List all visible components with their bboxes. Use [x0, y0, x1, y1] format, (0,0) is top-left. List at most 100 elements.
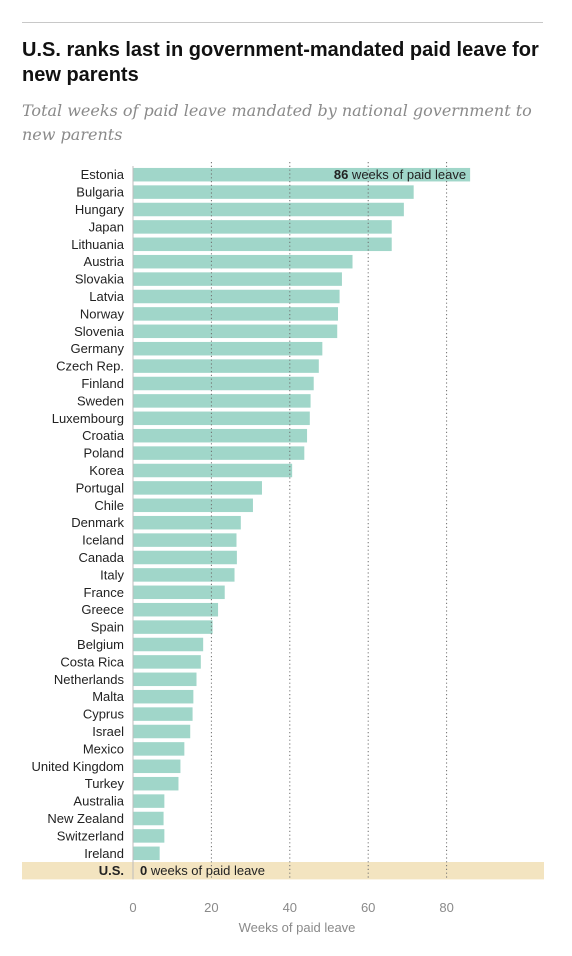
- category-label-germany: Germany: [71, 341, 125, 356]
- category-label-croatia: Croatia: [82, 428, 125, 443]
- category-label-slovakia: Slovakia: [75, 272, 125, 287]
- chart-title: U.S. ranks last in government-mandated p…: [22, 39, 539, 86]
- annotation-text-estonia: weeks of paid leave: [348, 167, 466, 182]
- category-label-bulgaria: Bulgaria: [76, 185, 124, 200]
- category-label-ireland: Ireland: [84, 846, 124, 861]
- category-label-japan: Japan: [89, 219, 124, 234]
- category-label-czech-rep: Czech Rep.: [56, 359, 124, 374]
- bar-finland: [133, 376, 314, 391]
- bar-canada: [133, 550, 237, 565]
- bar-netherlands: [133, 672, 197, 687]
- category-label-mexico: Mexico: [83, 741, 124, 756]
- category-label-canada: Canada: [78, 550, 124, 565]
- category-label-france: France: [84, 585, 124, 600]
- category-label-chile: Chile: [94, 498, 124, 513]
- bar-australia: [133, 794, 165, 808]
- x-axis-label: Weeks of paid leave: [239, 920, 356, 935]
- bar-slovenia: [133, 324, 338, 339]
- category-label-poland: Poland: [84, 446, 124, 461]
- category-label-korea: Korea: [89, 463, 124, 478]
- annotation-value-u-s: 0: [140, 863, 147, 878]
- bar-luxembourg: [133, 411, 310, 426]
- category-label-latvia: Latvia: [89, 289, 124, 304]
- highlight-band-layer: [22, 862, 544, 880]
- tick-label-40: 40: [283, 900, 297, 915]
- annotation-u-s: 0 weeks of paid leave: [140, 863, 265, 878]
- category-label-israel: Israel: [92, 724, 124, 739]
- bar-france: [133, 585, 225, 600]
- bar-turkey: [133, 776, 179, 791]
- bar-layer: [133, 167, 471, 861]
- tick-label-20: 20: [204, 900, 218, 915]
- bar-portugal: [133, 481, 262, 495]
- category-label-netherlands: Netherlands: [54, 672, 125, 687]
- bar-sweden: [133, 394, 311, 408]
- category-label-austria: Austria: [84, 254, 125, 269]
- category-label-layer: Estonia Bulgaria Hungary Japan Lithuania Aust…: [32, 167, 125, 878]
- annotation-text-u-s: weeks of paid leave: [147, 863, 265, 878]
- bar-costa-rica: [133, 655, 201, 669]
- bar-lithuania: [133, 237, 392, 252]
- category-label-luxembourg: Luxembourg: [52, 411, 124, 426]
- category-label-costa-rica: Costa Rica: [60, 654, 124, 669]
- category-label-lithuania: Lithuania: [71, 237, 125, 252]
- bar-spain: [133, 620, 213, 634]
- bar-malta: [133, 689, 194, 704]
- bar-mexico: [133, 742, 185, 756]
- category-label-united-kingdom: United Kingdom: [32, 759, 125, 774]
- bar-ireland: [133, 846, 160, 861]
- bar-germany: [133, 341, 323, 356]
- category-label-australia: Australia: [73, 794, 124, 809]
- category-label-spain: Spain: [91, 620, 124, 635]
- bar-czech-rep: [133, 359, 319, 373]
- category-label-slovenia: Slovenia: [74, 324, 125, 339]
- highlight-band-u-s: [22, 862, 544, 880]
- chart-subtitle: Total weeks of paid leave mandated by na…: [22, 101, 532, 144]
- annotation-value-estonia: 86: [334, 167, 348, 182]
- bar-iceland: [133, 533, 237, 547]
- bar-italy: [133, 568, 235, 582]
- bar-greece: [133, 602, 219, 617]
- category-label-estonia: Estonia: [81, 167, 125, 182]
- bar-norway: [133, 307, 339, 321]
- bar-switzerland: [133, 829, 165, 843]
- bar-denmark: [133, 515, 241, 530]
- category-label-new-zealand: New Zealand: [47, 811, 124, 826]
- tick-label-0: 0: [129, 900, 136, 915]
- bar-bulgaria: [133, 185, 414, 199]
- bar-hungary: [133, 202, 404, 217]
- category-label-cyprus: Cyprus: [83, 707, 125, 722]
- annotation-estonia: 86 weeks of paid leave: [334, 167, 466, 182]
- bar-chile: [133, 498, 253, 513]
- bar-estonia: [133, 167, 471, 182]
- category-label-italy: Italy: [100, 567, 124, 582]
- top-rule: [22, 22, 543, 23]
- bar-united-kingdom: [133, 759, 181, 774]
- grid-layer: [210, 162, 448, 880]
- category-label-sweden: Sweden: [77, 393, 124, 408]
- bar-israel: [133, 724, 191, 739]
- category-label-iceland: Iceland: [82, 533, 124, 548]
- bar-new-zealand: [133, 811, 164, 826]
- bar-croatia: [133, 428, 308, 443]
- category-label-malta: Malta: [92, 689, 125, 704]
- bar-latvia: [133, 289, 340, 304]
- bar-japan: [133, 220, 392, 234]
- bar-poland: [133, 446, 305, 460]
- category-label-greece: Greece: [81, 602, 124, 617]
- category-label-turkey: Turkey: [85, 776, 125, 791]
- category-label-norway: Norway: [80, 306, 125, 321]
- bar-slovakia: [133, 272, 342, 286]
- bar-austria: [133, 254, 353, 269]
- tick-label-80: 80: [439, 900, 453, 915]
- category-label-portugal: Portugal: [76, 480, 125, 495]
- bar-belgium: [133, 637, 204, 652]
- bar-korea: [133, 463, 293, 478]
- category-label-denmark: Denmark: [71, 515, 124, 530]
- category-label-finland: Finland: [81, 376, 124, 391]
- category-label-switzerland: Switzerland: [57, 828, 124, 843]
- category-label-hungary: Hungary: [75, 202, 125, 217]
- category-label-belgium: Belgium: [77, 637, 124, 652]
